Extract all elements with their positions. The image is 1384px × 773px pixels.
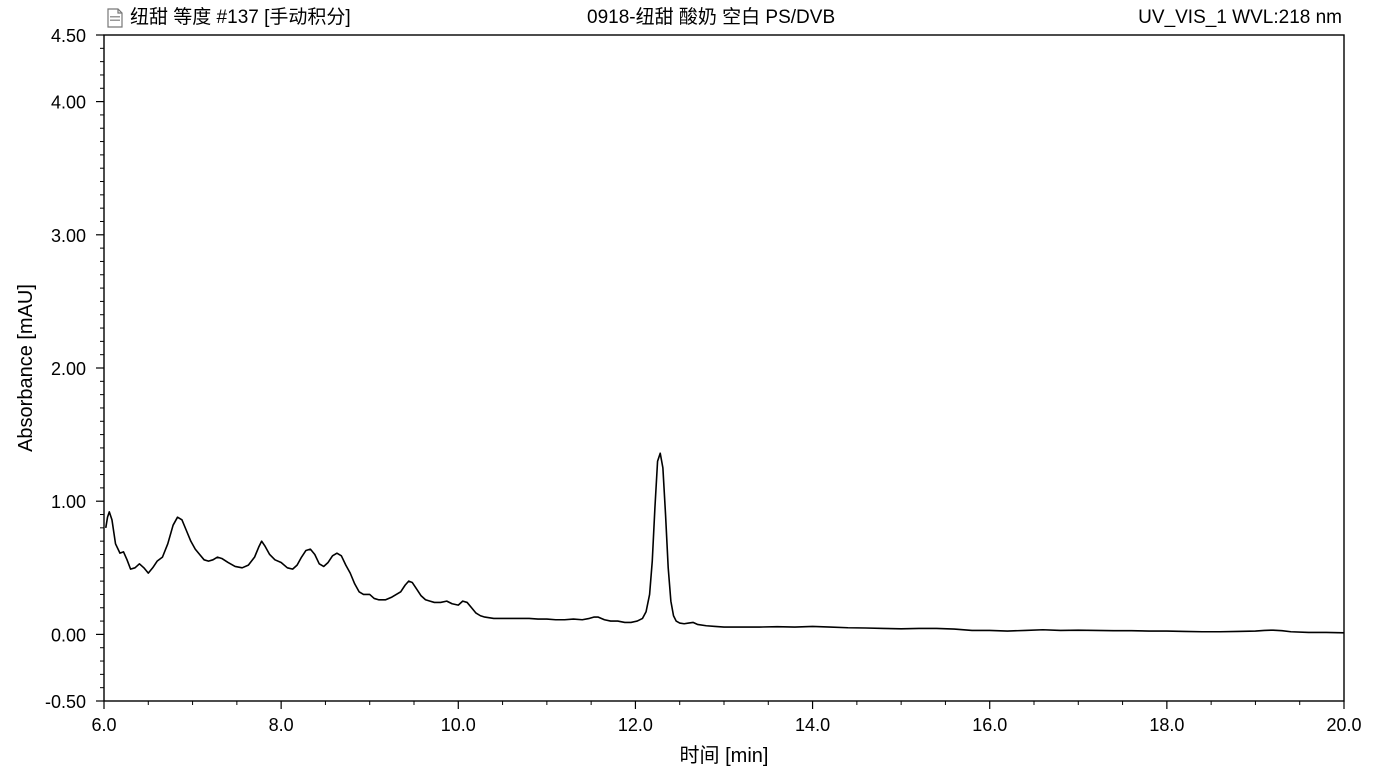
y-tick-label: 3.00: [51, 226, 86, 246]
y-axis-label: Absorbance [mAU]: [15, 284, 37, 452]
x-tick-label: 14.0: [795, 715, 830, 735]
chart-title-center: 0918-纽甜 酸奶 空白 PS/DVB: [587, 7, 836, 28]
x-tick-label: 8.0: [269, 715, 294, 735]
x-tick-label: 6.0: [91, 715, 116, 735]
y-tick-label: 4.50: [51, 26, 86, 46]
y-tick-label: 4.00: [51, 93, 86, 113]
chart-title-right: UV_VIS_1 WVL:218 nm: [1138, 7, 1342, 28]
y-tick-label: 2.00: [51, 359, 86, 379]
y-tick-label: 1.00: [51, 492, 86, 512]
y-tick-label: -0.50: [45, 692, 86, 712]
x-tick-label: 20.0: [1326, 715, 1361, 735]
chart-title-left-text: 纽甜 等度 #137 [手动积分]: [130, 7, 351, 28]
plot-frame: [103, 34, 1345, 702]
chromatogram-trace: [104, 452, 1345, 634]
x-tick-label: 10.0: [441, 715, 476, 735]
x-tick-label: 16.0: [972, 715, 1007, 735]
x-tick-label: 12.0: [618, 715, 653, 735]
document-icon: [106, 8, 124, 28]
x-tick-label: 18.0: [1149, 715, 1184, 735]
chart-title-left: 纽甜 等度 #137 [手动积分]: [106, 6, 351, 30]
x-axis-label: 时间 [min]: [680, 744, 769, 767]
y-tick-label: 0.00: [51, 625, 86, 645]
